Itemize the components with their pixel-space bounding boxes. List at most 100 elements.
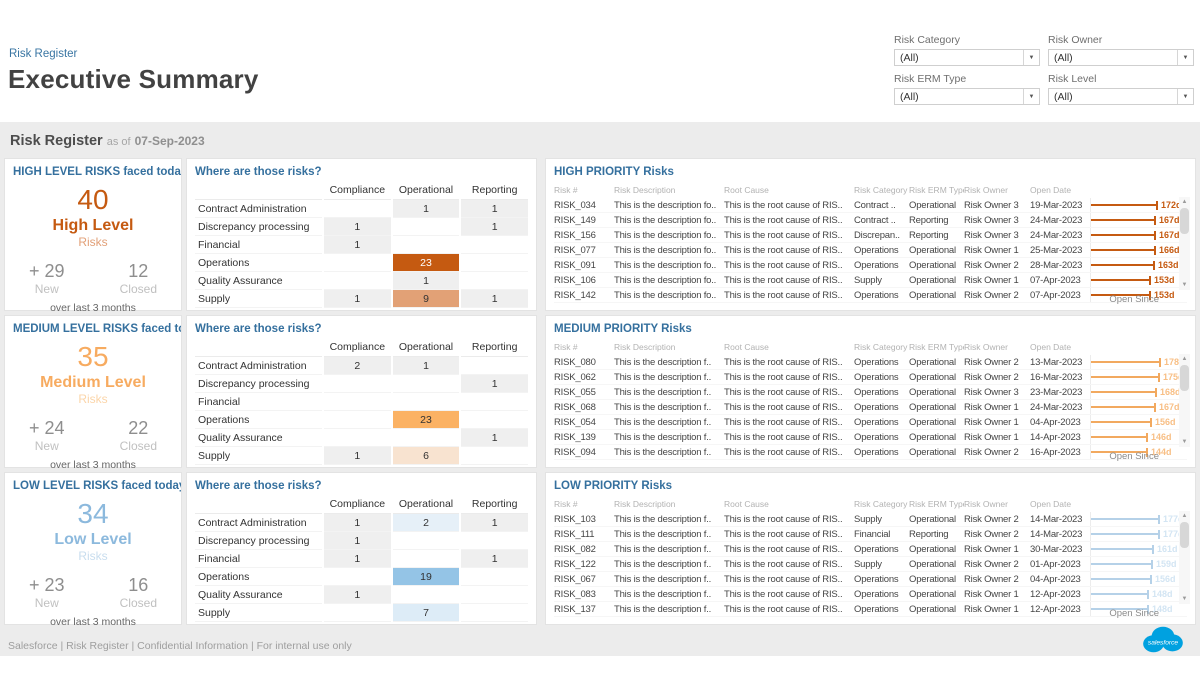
risk-table-row[interactable]: RISK_034 This is the description fo.. This… [554,198,1187,213]
open-since-bar[interactable]: 161d [1090,542,1187,556]
risk-cell: This is the root cause of RIS.. [724,229,843,241]
scroll-up-icon[interactable]: ▲ [1181,356,1188,362]
scroll-up-icon[interactable]: ▲ [1181,199,1188,205]
scroll-down-icon[interactable]: ▼ [1181,282,1188,288]
risk-table-row[interactable]: RISK_139 This is the description f.. This … [554,430,1187,445]
matrix-cell[interactable]: 1 [459,199,530,218]
risk-erm-type-dropdown[interactable]: (All) ▼ [894,88,1040,105]
matrix-cell[interactable]: 1 [322,217,393,236]
matrix-cell [459,531,530,550]
open-since-bar[interactable]: 156d [1090,415,1187,429]
open-since-bar[interactable]: 175d [1090,370,1187,384]
open-since-bar[interactable]: 168d [1090,385,1187,399]
matrix-cell[interactable]: 1 [459,549,530,568]
risk-table-row[interactable]: RISK_054 This is the description f.. This … [554,415,1187,430]
open-since-bar[interactable]: 153d [1090,273,1187,287]
chevron-down-icon[interactable]: ▼ [1023,89,1039,104]
risk-cell: RISK_137 [554,603,596,615]
risk-table-row[interactable]: RISK_082 This is the description f.. This … [554,542,1187,557]
matrix-cell[interactable]: 1 [322,289,393,308]
risk-table-row[interactable]: RISK_137 This is the description f.. This … [554,602,1187,617]
risk-table-row[interactable]: RISK_055 This is the description f.. This … [554,385,1187,400]
risk-owner-dropdown[interactable]: (All) ▼ [1048,49,1194,66]
matrix-cell[interactable]: 1 [390,199,462,218]
chevron-down-icon[interactable]: ▼ [1177,89,1193,104]
matrix-cell[interactable]: 9 [390,289,462,308]
matrix-cell [390,374,462,393]
matrix-cell[interactable]: 1 [459,428,530,447]
open-since-bar[interactable]: 153d [1090,288,1187,302]
risk-cell: Operational [909,259,956,271]
risk-table-row[interactable]: RISK_106 This is the description fo.. This… [554,273,1187,288]
risk-table-row[interactable]: RISK_062 This is the description f.. This … [554,370,1187,385]
scrollbar-thumb[interactable] [1180,365,1189,391]
scrollbar[interactable]: ▲ ▼ [1179,511,1190,604]
chevron-down-icon[interactable]: ▼ [1023,50,1039,65]
open-since-bar[interactable]: 177d [1090,512,1187,526]
open-since-bar[interactable]: 146d [1090,430,1187,444]
matrix-cell[interactable]: 19 [390,567,462,586]
risk-table-row[interactable]: RISK_091 This is the description fo.. This… [554,258,1187,273]
scroll-down-icon[interactable]: ▼ [1181,596,1188,602]
scrollbar-thumb[interactable] [1180,522,1189,548]
matrix-cell[interactable]: 1 [459,374,530,393]
scroll-down-icon[interactable]: ▼ [1181,439,1188,445]
open-since-bar[interactable]: 166d [1090,243,1187,257]
matrix-cell[interactable]: 1 [322,585,393,604]
open-since-bar[interactable]: 144d [1090,445,1187,459]
risk-table-row[interactable]: RISK_077 This is the description fo.. This… [554,243,1187,258]
risk-table-row[interactable]: RISK_103 This is the description f.. This … [554,512,1187,527]
open-since-bar[interactable]: 163d [1090,258,1187,272]
matrix-cell[interactable]: 2 [390,513,462,532]
matrix-cell[interactable]: 1 [459,289,530,308]
matrix-cell[interactable]: 1 [322,446,393,465]
risk-table-row[interactable]: RISK_122 This is the description f.. This … [554,557,1187,572]
matrix-corner [195,496,323,514]
scroll-up-icon[interactable]: ▲ [1181,513,1188,519]
matrix-cell[interactable]: 23 [390,410,462,429]
risk-cell: Operational [909,244,956,256]
risk-level-dropdown[interactable]: (All) ▼ [1048,88,1194,105]
matrix-cell[interactable]: 1 [459,217,530,236]
open-since-bar[interactable]: 172d [1090,198,1187,212]
risk-table-row[interactable]: RISK_083 This is the description f.. This … [554,587,1187,602]
matrix-cell[interactable]: 1 [390,271,462,290]
breadcrumb[interactable]: Risk Register [9,48,78,60]
open-since-bar[interactable]: 178d [1090,355,1187,369]
matrix-cell [390,585,462,604]
risk-table-row[interactable]: RISK_080 This is the description f.. This … [554,355,1187,370]
matrix-cell[interactable]: 23 [390,253,462,272]
matrix-cell[interactable]: 6 [390,446,462,465]
risk-table-row[interactable]: RISK_068 This is the description f.. This … [554,400,1187,415]
matrix-row-label: Quality Assurance [195,271,323,290]
scrollbar[interactable]: ▲ ▼ [1179,197,1190,290]
open-since-bar[interactable]: 167d [1090,213,1187,227]
open-since-bar[interactable]: 177d [1090,527,1187,541]
risk-category-dropdown[interactable]: (All) ▼ [894,49,1040,66]
matrix-cell[interactable]: 2 [322,356,393,375]
open-since-bar[interactable]: 156d [1090,572,1187,586]
risk-cell: Reporting [909,528,949,540]
matrix-cell[interactable]: 1 [459,513,530,532]
matrix-cell[interactable]: 1 [322,549,393,568]
open-since-bar[interactable]: 167d [1090,228,1187,242]
open-since-bar[interactable]: 148d [1090,602,1187,616]
chevron-down-icon[interactable]: ▼ [1177,50,1193,65]
risk-column-header: Open Date [1030,342,1072,352]
open-since-bar[interactable]: 148d [1090,587,1187,601]
risk-table-row[interactable]: RISK_149 This is the description fo.. This… [554,213,1187,228]
matrix-cell[interactable]: 1 [322,513,393,532]
risk-table-row[interactable]: RISK_156 This is the description fo.. This… [554,228,1187,243]
open-since-bar[interactable]: 159d [1090,557,1187,571]
matrix-cell[interactable]: 7 [390,603,462,622]
matrix-cell[interactable]: 1 [322,531,393,550]
matrix-cell[interactable]: 1 [322,235,393,254]
risk-table-row[interactable]: RISK_142 This is the description fo.. This… [554,288,1187,303]
risk-table-row[interactable]: RISK_094 This is the description f.. This … [554,445,1187,460]
open-since-bar[interactable]: 167d [1090,400,1187,414]
matrix-cell[interactable]: 1 [390,356,462,375]
risk-table-row[interactable]: RISK_067 This is the description f.. This … [554,572,1187,587]
scrollbar-thumb[interactable] [1180,208,1189,234]
risk-table-row[interactable]: RISK_111 This is the description f.. This … [554,527,1187,542]
scrollbar[interactable]: ▲ ▼ [1179,354,1190,447]
